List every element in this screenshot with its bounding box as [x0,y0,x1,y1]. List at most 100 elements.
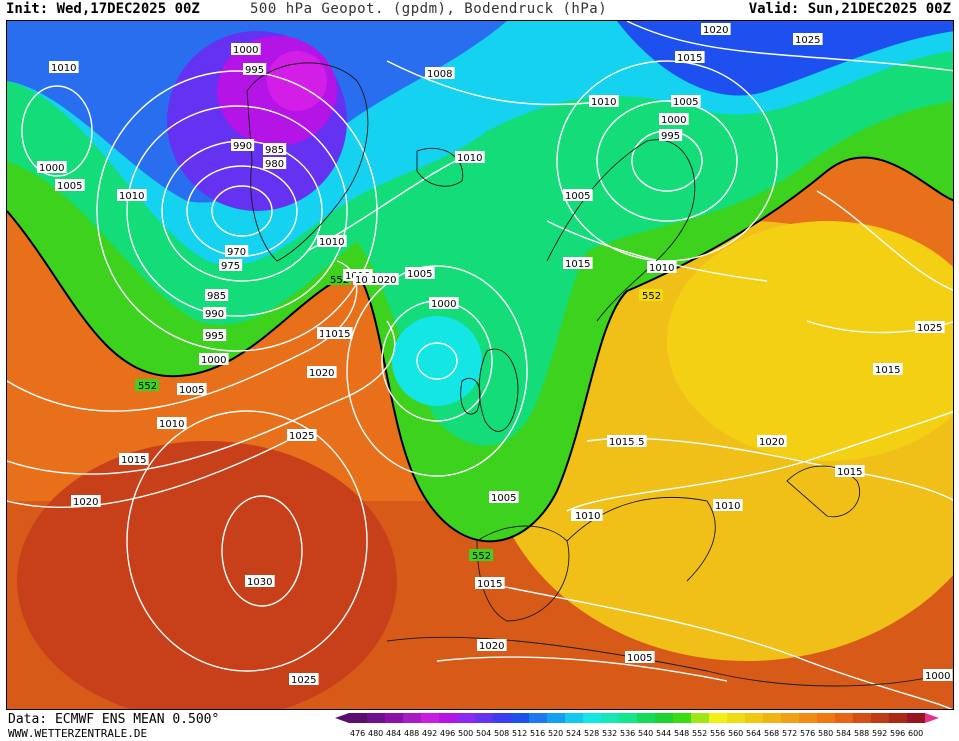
pressure-label: 1000 [233,45,258,56]
legend-swatch [691,713,709,723]
pressure-label-bg [923,669,953,681]
legend-value: 568 [764,729,779,738]
pressure-label-bg [37,161,67,173]
legend-value: 596 [890,729,905,738]
pressure-label: 1005 [565,191,590,202]
label-552-bg [135,379,159,391]
pressure-label-bg [489,491,519,503]
label-552-bg [639,289,663,301]
pressure-label-bg [607,435,637,447]
pressure-label: 1010 [591,97,616,108]
trough-cold-core [392,316,482,406]
pressure-label-bg [425,67,455,79]
pressure-label-bg [589,95,619,107]
init-time: Init: Wed,17DEC2025 00Z [6,1,200,17]
legend-value: 600 [908,729,923,738]
legend-swatch [727,713,745,723]
greenland-coast [246,62,369,262]
pressure-label: 1015 [121,455,146,466]
pressure-label: 1000 [201,355,226,366]
isobar [96,70,378,352]
pressure-label: 985 [207,291,226,302]
pressure-label: 1020 [73,497,98,508]
isobar [7,320,396,475]
pressure-label: 1010 [119,191,144,202]
iberia-coast [476,525,570,622]
pressure-label: 1025 [289,431,314,442]
pressure-label-bg [713,499,743,511]
legend-swatch [799,713,817,723]
pressure-label: 1000 [431,299,456,310]
legend-swatch [907,713,925,723]
pressure-label-bg [573,509,603,521]
pressure-label: 1020 [479,641,504,652]
label-552-bg [469,549,493,561]
pressure-label: 1020 [371,275,396,286]
legend-swatch [889,713,907,723]
isobar [7,260,358,412]
pressure-label-bg [231,43,261,55]
isobar [386,60,608,106]
pressure-label: 1010 [649,263,674,274]
footer-bar: Data: ECMWF ENS MEAN 0.500° WWW.WETTERZE… [0,710,959,741]
pressure-label-bg [205,289,229,301]
isobar [7,440,288,508]
legend-swatch [565,713,583,723]
pressure-label: 995 [205,331,224,342]
legend-swatch [439,713,457,723]
pressure-label: 1010 [159,419,184,430]
legend-arrow-left [335,713,349,723]
pressure-label-bg [835,465,865,477]
pressure-label-bg [369,273,399,285]
ireland-coast [460,378,481,415]
isobar [436,656,728,682]
legend-labels: 476 480 484 488 492 496 500 504 508 512 516 520 524 5… [350,729,923,738]
pressure-label: 1015 [875,365,900,376]
legend-value: 488 [404,729,419,738]
pressure-label-bg [231,139,255,151]
pressure-label: 985 [265,145,284,156]
legend-arrow-right [925,713,939,723]
legend-value: 536 [620,729,635,738]
isobar [626,21,953,72]
legend-value: 580 [818,729,833,738]
legend-value: 496 [440,729,455,738]
iceland-coast [416,147,464,187]
pressure-label: 1020 [309,368,334,379]
pressure-label: 1015 [565,259,590,270]
isobar [476,580,953,709]
pressure-label-bg [323,327,353,339]
pressure-label-bg [671,95,701,107]
legend-swatch [817,713,835,723]
pressure-label-bg [71,495,101,507]
pressure-label: 1010 [457,153,482,164]
subtropical-high-core [17,441,397,709]
pressure-label-bg [455,151,485,163]
pressure-label-bg [157,417,187,429]
legend-swatches [335,713,939,723]
pressure-label-bg [225,245,249,257]
valid-time: Valid: Sun,21DEC2025 00Z [748,1,951,17]
black-sea-coast [786,465,861,518]
pressure-label: 1015 [325,329,350,340]
legend-value: 548 [674,729,689,738]
legend-swatch [529,713,547,723]
label-552: 552 [330,275,349,286]
legend-swatch [745,713,763,723]
pressure-label: 1005 [627,653,652,664]
label-552: 552 [642,291,661,302]
label-552: 552 [472,551,491,562]
legend-value: 512 [512,729,527,738]
contour-552 [7,156,953,543]
pressure-label: 995 [245,65,264,76]
pressure-label: 1005 [57,181,82,192]
legend-swatch [583,713,601,723]
legend-value: 528 [584,729,599,738]
polar-low-core [267,51,327,111]
isobar [346,265,528,477]
legend-swatch [781,713,799,723]
legend-value: 544 [656,729,671,738]
legend-swatch [763,713,781,723]
legend-swatch [853,713,871,723]
pressure-label: 1015 [609,437,634,448]
